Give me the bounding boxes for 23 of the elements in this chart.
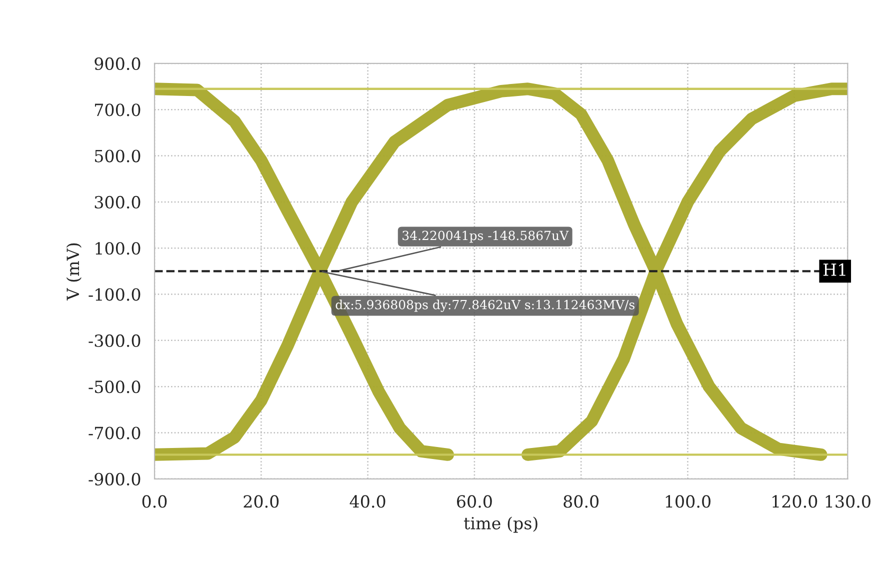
x-axis-title: time (ps) xyxy=(464,516,538,533)
y-tick-label: -300.0 xyxy=(88,334,140,347)
x-tick-label: 100.0 xyxy=(666,495,710,508)
x-tick-label: 0.0 xyxy=(142,495,167,508)
y-axis-title: V (mV) xyxy=(66,243,82,300)
y-tick-label: 300.0 xyxy=(94,196,140,209)
x-tick-label: 80.0 xyxy=(564,495,599,508)
y-tick-label: 500.0 xyxy=(95,150,140,162)
annotation: dx:5.936808ps dy:77.8462uV s:13.112463MV/s xyxy=(336,300,634,312)
x-tick-label: 120.0 xyxy=(772,495,818,508)
y-tick-label: -500.0 xyxy=(88,380,140,394)
y-tick-label: -700.0 xyxy=(88,426,140,440)
ref-line-label: H1 xyxy=(823,263,846,276)
y-tick-label: 900.0 xyxy=(94,57,140,70)
y-tick-label: 100.0 xyxy=(96,242,140,255)
x-tick-label: 60.0 xyxy=(457,495,492,508)
x-tick-label: 130.0 xyxy=(826,495,870,508)
y-tick-label: -900.0 xyxy=(88,472,140,486)
x-tick-label: 40.0 xyxy=(350,495,386,508)
y-tick-label: -100.0 xyxy=(88,288,140,301)
annotation: 34.220041ps -148.5867uV xyxy=(402,230,569,243)
x-tick-label: 20.0 xyxy=(244,495,279,508)
y-tick-label: 700.0 xyxy=(95,104,140,116)
